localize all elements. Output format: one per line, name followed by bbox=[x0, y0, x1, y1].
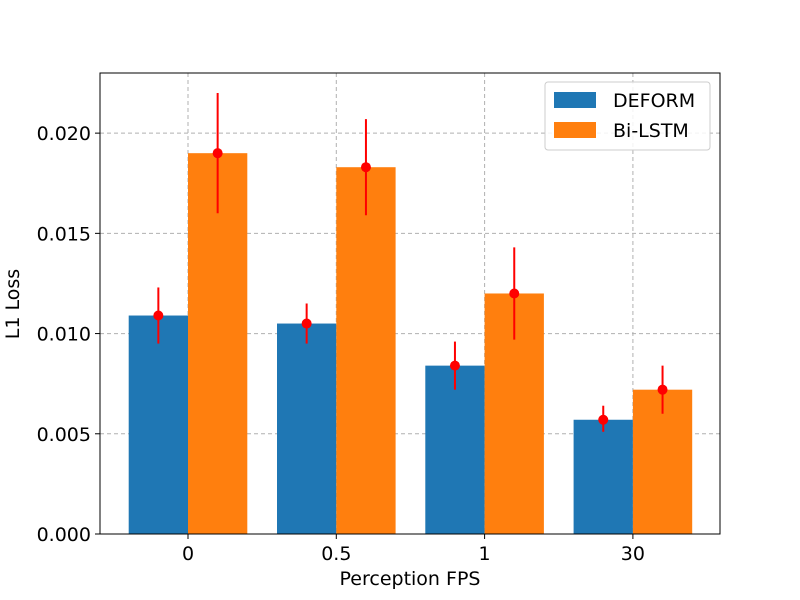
error-point-bi-lstm bbox=[360, 162, 371, 173]
bar-bi-lstm bbox=[336, 167, 396, 534]
x-axis: 0 0.5 1 30 bbox=[182, 534, 645, 565]
error-point-bi-lstm bbox=[509, 288, 520, 299]
x-tick-label: 0 bbox=[182, 543, 194, 565]
error-point-deform bbox=[301, 318, 312, 329]
bar-deform bbox=[425, 365, 485, 534]
legend-swatch-bi-lstm bbox=[554, 122, 596, 138]
bar-deform bbox=[573, 419, 633, 534]
legend: DEFORM Bi-LSTM bbox=[544, 81, 711, 151]
x-tick-label: 0.5 bbox=[321, 543, 351, 565]
bar-bi-lstm bbox=[188, 153, 248, 534]
error-point-bi-lstm bbox=[657, 384, 668, 395]
legend-label-deform: DEFORM bbox=[613, 90, 695, 112]
error-point-deform bbox=[153, 310, 164, 321]
x-tick-label: 30 bbox=[621, 543, 645, 565]
y-tick-label: 0.005 bbox=[37, 424, 91, 446]
error-bars-layer bbox=[153, 93, 668, 432]
x-tick-label: 1 bbox=[479, 543, 491, 565]
y-axis-label: L1 Loss bbox=[2, 269, 24, 339]
bar-deform bbox=[128, 315, 188, 534]
y-tick-label: 0.010 bbox=[37, 324, 91, 346]
y-tick-label: 0.020 bbox=[37, 123, 91, 145]
y-axis: 0.000 0.005 0.010 0.015 0.020 bbox=[37, 123, 100, 546]
error-point-bi-lstm bbox=[212, 148, 223, 159]
plot-frame bbox=[99, 72, 721, 535]
bars-layer bbox=[128, 153, 693, 534]
y-tick-label: 0.015 bbox=[37, 223, 91, 245]
legend-label-bi-lstm: Bi-LSTM bbox=[613, 120, 689, 142]
x-axis-label: Perception FPS bbox=[340, 568, 481, 590]
y-tick-label: 0.000 bbox=[37, 524, 91, 546]
error-point-deform bbox=[598, 414, 609, 425]
bar-deform bbox=[277, 323, 337, 534]
error-point-deform bbox=[449, 360, 460, 371]
legend-swatch-deform bbox=[554, 92, 596, 108]
